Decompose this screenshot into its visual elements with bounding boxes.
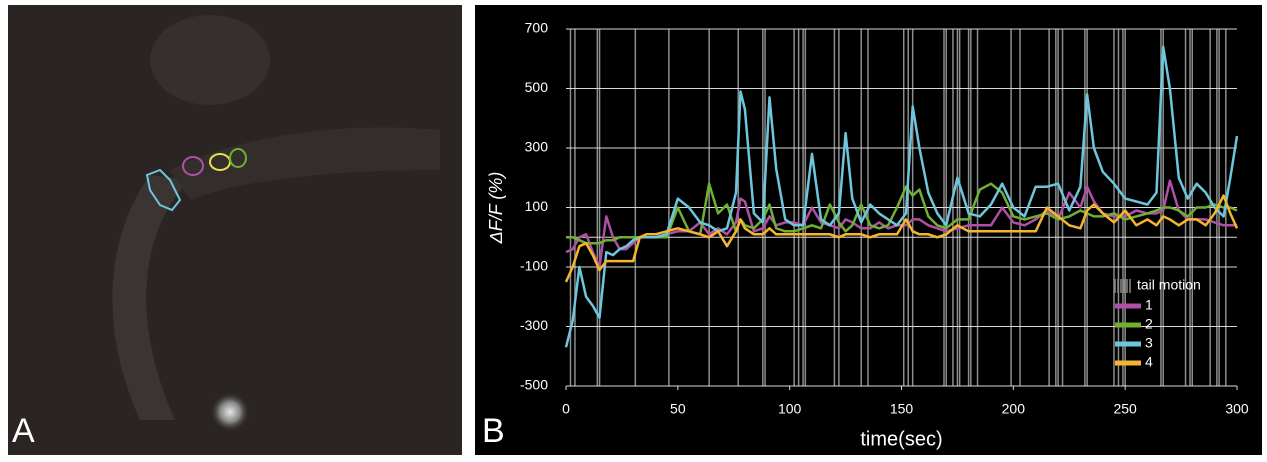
x-axis-title: time(sec) — [860, 428, 942, 450]
tissue — [150, 15, 270, 105]
y-tick-label: -100 — [520, 258, 548, 274]
bright-spot — [210, 392, 250, 432]
x-tick-label: 150 — [890, 401, 914, 417]
x-tick-label: 250 — [1113, 401, 1137, 417]
x-tick-label: 100 — [778, 401, 802, 417]
panel-label: B — [482, 412, 505, 450]
roi — [182, 156, 204, 176]
legend-label: 4 — [1145, 354, 1153, 370]
roi — [145, 168, 182, 212]
chart: -500 -300 -100 100 300 500 700 0 50 100 150 200 250 3… — [482, 20, 1249, 451]
series-line — [564, 45, 1239, 348]
panel-a: A — [8, 5, 462, 455]
legend-label: 2 — [1145, 316, 1153, 332]
legend-label: tail motion — [1137, 277, 1201, 293]
x-tick-label: 200 — [1002, 401, 1026, 417]
y-axis-title: ΔF/F (%) — [486, 172, 506, 245]
y-tick-label: 500 — [525, 79, 549, 95]
roi — [229, 148, 247, 168]
y-tick-label: 300 — [525, 139, 549, 155]
legend-label: 3 — [1145, 335, 1153, 351]
tissue — [112, 175, 190, 420]
x-tick-label: 0 — [562, 401, 570, 417]
y-tick-label: 700 — [525, 20, 549, 36]
panel-label: A — [12, 412, 35, 450]
y-tick-label: -300 — [520, 317, 548, 333]
legend-label: 1 — [1145, 297, 1153, 313]
series-line — [564, 194, 1239, 283]
x-tick-label: 300 — [1225, 401, 1249, 417]
y-tick-label: -500 — [520, 377, 548, 393]
y-tick-label: 100 — [525, 198, 549, 214]
legend: tail motion 1 2 3 4 — [1114, 277, 1201, 370]
tissue — [170, 127, 440, 200]
x-tick-label: 50 — [670, 401, 686, 417]
